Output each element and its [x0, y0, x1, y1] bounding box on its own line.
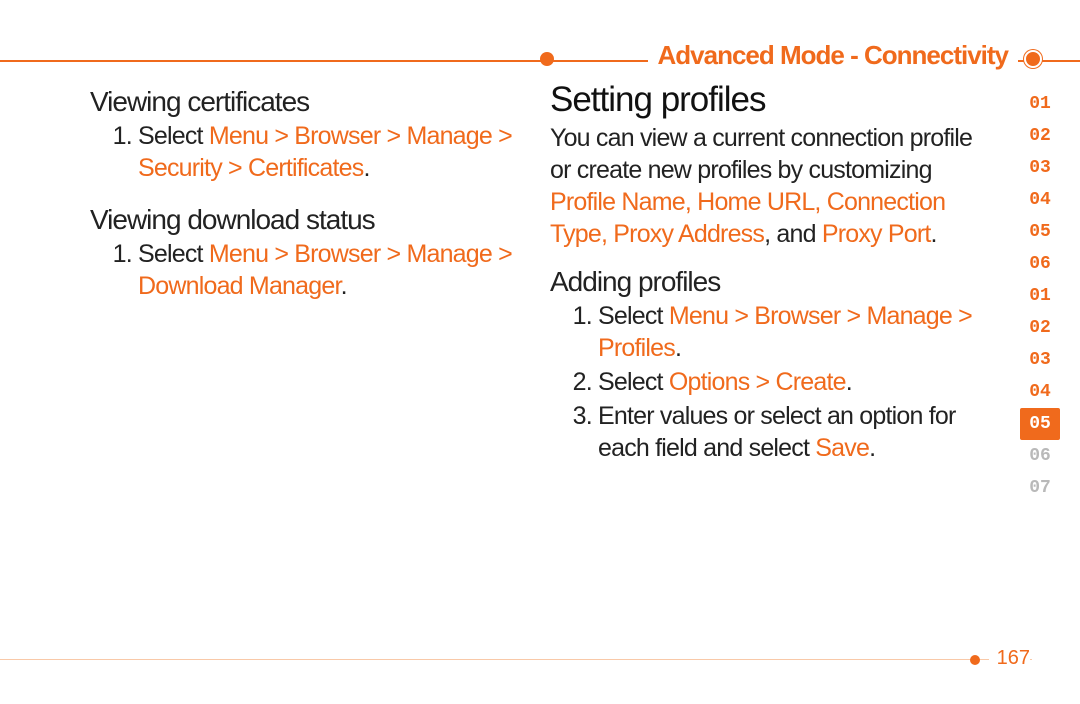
nav-tab[interactable]: 01: [1020, 88, 1060, 120]
nav-tab[interactable]: 03: [1020, 344, 1060, 376]
period: .: [869, 434, 875, 462]
step-text: Select: [598, 368, 669, 396]
step-text: Select: [138, 122, 209, 150]
intro-text: You can view a current connection profil…: [550, 124, 972, 184]
step-item: Select Menu > Browser > Manage > Securit…: [138, 120, 520, 184]
step-text: Enter values or select an option for eac…: [598, 402, 956, 462]
period: .: [931, 220, 937, 248]
section-header: Advanced Mode - Connectivity: [648, 40, 1019, 71]
step-item: Select Menu > Browser > Manage > Profile…: [598, 300, 980, 364]
step-text: Select: [138, 240, 209, 268]
header-bullet-icon: [1024, 50, 1042, 68]
action-word: Save: [815, 434, 869, 462]
intro-paragraph: You can view a current connection profil…: [550, 122, 980, 250]
intro-text: , and: [764, 220, 822, 248]
left-column: Viewing certificates Select Menu > Brows…: [90, 80, 520, 304]
step-item: Enter values or select an option for eac…: [598, 400, 980, 464]
nav-tab[interactable]: 02: [1020, 120, 1060, 152]
footer-bullet-icon: [970, 655, 980, 665]
nav-tab[interactable]: 05: [1020, 408, 1060, 440]
period: .: [363, 154, 369, 182]
menu-path: Options > Create: [669, 368, 846, 396]
footer-rule: [0, 659, 1032, 660]
steps-list: Select Menu > Browser > Manage > Profile…: [550, 300, 980, 464]
term-list: Proxy Port: [822, 220, 931, 248]
nav-tab[interactable]: 07: [1020, 472, 1060, 504]
nav-tab[interactable]: 04: [1020, 184, 1060, 216]
manual-page: Advanced Mode - Connectivity Viewing cer…: [0, 0, 1080, 704]
nav-tab[interactable]: 04: [1020, 376, 1060, 408]
nav-tab[interactable]: 01: [1020, 280, 1060, 312]
nav-tab[interactable]: 03: [1020, 152, 1060, 184]
steps-list: Select Menu > Browser > Manage > Downloa…: [90, 238, 520, 302]
subsection-heading: Adding profiles: [550, 266, 980, 298]
subsection-heading: Viewing download status: [90, 204, 520, 236]
nav-tab[interactable]: 05: [1020, 216, 1060, 248]
step-text: Select: [598, 302, 669, 330]
major-heading: Setting profiles: [550, 80, 980, 120]
side-nav-tabs: 01020304050601020304050607: [1020, 88, 1060, 504]
period: .: [846, 368, 852, 396]
step-item: Select Options > Create.: [598, 366, 980, 398]
period: .: [341, 272, 347, 300]
steps-list: Select Menu > Browser > Manage > Securit…: [90, 120, 520, 184]
page-number: 167: [989, 647, 1030, 670]
nav-tab[interactable]: 02: [1020, 312, 1060, 344]
header-bullet-icon: [540, 52, 554, 66]
step-item: Select Menu > Browser > Manage > Downloa…: [138, 238, 520, 302]
right-column: Setting profiles You can view a current …: [550, 80, 980, 466]
nav-tab[interactable]: 06: [1020, 248, 1060, 280]
period: .: [675, 334, 681, 362]
subsection-heading: Viewing certificates: [90, 86, 520, 118]
nav-tab[interactable]: 06: [1020, 440, 1060, 472]
